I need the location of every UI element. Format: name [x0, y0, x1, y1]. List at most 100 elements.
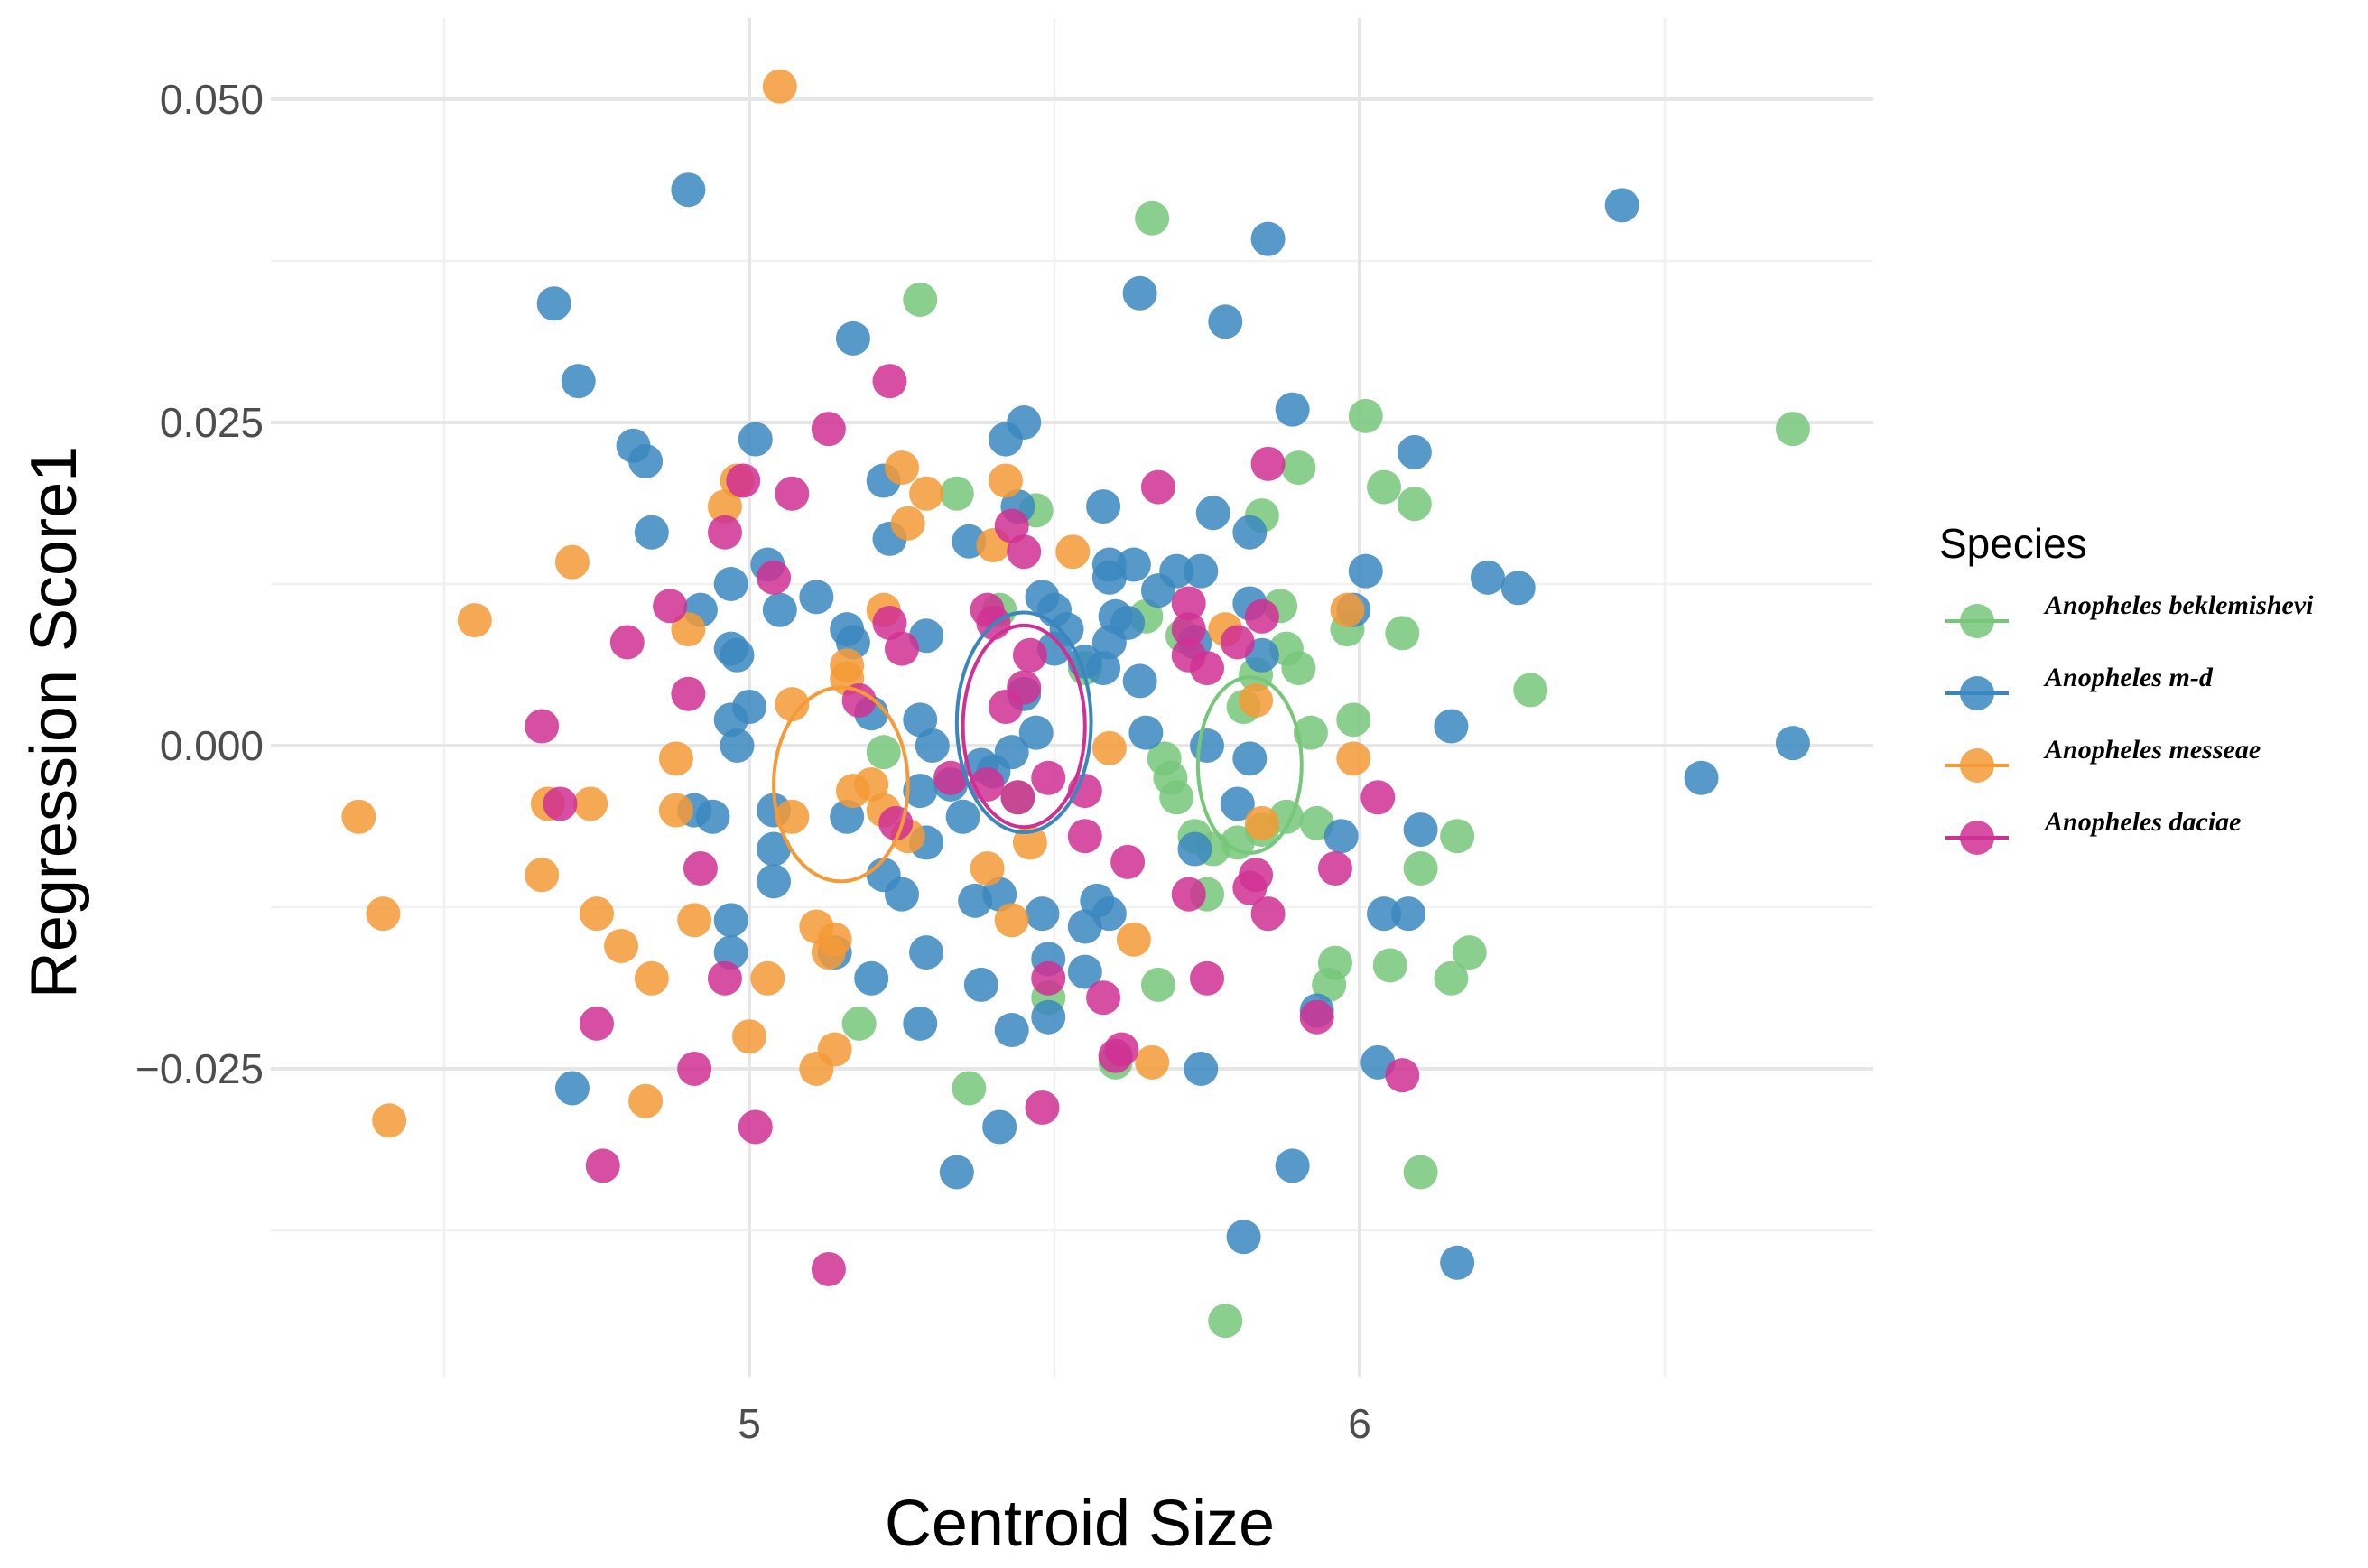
data-point [573, 786, 608, 821]
data-point [1007, 534, 1042, 570]
data-point [885, 877, 919, 912]
y-axis-title: Regression Score1 [18, 446, 90, 998]
data-point [1348, 553, 1383, 589]
data-point [1000, 780, 1035, 815]
data-point [933, 760, 969, 795]
data-point [732, 1019, 766, 1054]
data-point [1007, 405, 1042, 440]
data-point [713, 903, 748, 938]
data-point [1293, 715, 1328, 750]
legend-key-point [1960, 748, 1994, 783]
data-point [1367, 896, 1402, 932]
data-point [775, 476, 810, 511]
data-point [372, 1103, 407, 1138]
data-point [1128, 715, 1164, 750]
data-point [1159, 553, 1194, 589]
legend-item: Anopheles messeae [1945, 735, 2261, 783]
data-point [1232, 741, 1268, 776]
legend-label: Anopheles messeae [2043, 735, 2261, 765]
data-point [1067, 774, 1102, 809]
data-point [580, 896, 614, 932]
data-point [671, 612, 706, 647]
data-point [903, 774, 938, 809]
data-point [720, 728, 755, 763]
data-point [1195, 496, 1230, 531]
data-point [738, 422, 773, 457]
data-point [1604, 188, 1639, 223]
data-point [1299, 999, 1334, 1035]
data-point [1098, 598, 1133, 634]
confidence-ellipses [772, 610, 1304, 884]
data-point [1086, 489, 1121, 524]
data-point [811, 1251, 846, 1286]
data-point [1025, 1090, 1060, 1125]
data-point [841, 1006, 877, 1041]
data-point [1220, 625, 1255, 660]
data-point [1385, 1058, 1420, 1093]
data-point [609, 625, 645, 660]
data-point [1055, 534, 1091, 570]
data-point [1403, 812, 1438, 848]
data-point [1171, 586, 1206, 621]
data-point [762, 69, 797, 104]
legend-item: Anopheles daciae [1945, 807, 2242, 855]
data-point [750, 960, 785, 996]
data-point [1116, 547, 1151, 582]
data-point [903, 282, 938, 317]
data-point [1250, 221, 1286, 256]
data-point [1122, 275, 1157, 311]
data-point [543, 786, 578, 821]
data-point [757, 831, 792, 867]
data-point [1281, 450, 1316, 486]
data-point [1171, 612, 1206, 647]
data-point [939, 476, 974, 511]
data-point [738, 1109, 773, 1145]
data-point [1177, 831, 1212, 867]
data-point [366, 896, 401, 932]
data-point [726, 463, 761, 498]
data-point [1775, 412, 1810, 447]
data-point [1275, 1148, 1310, 1183]
x-tick-label: 5 [738, 1400, 761, 1447]
data-point [525, 858, 560, 893]
data-point [762, 592, 797, 627]
data-point [775, 687, 810, 722]
data-point [561, 364, 596, 399]
data-point [1190, 651, 1224, 686]
data-point [909, 476, 944, 511]
data-point [1360, 780, 1396, 815]
data-point [1239, 858, 1274, 893]
data-point [939, 1155, 974, 1190]
data-point [658, 741, 693, 776]
data-point [580, 1006, 614, 1041]
data-point [1091, 896, 1127, 932]
data-point [1122, 663, 1157, 699]
data-point [1159, 780, 1194, 815]
data-point [1250, 896, 1286, 932]
data-point [1208, 1304, 1243, 1339]
data-point [830, 799, 865, 834]
data-point [1775, 726, 1810, 761]
data-point [457, 603, 492, 638]
data-point [775, 799, 810, 834]
data-point [1440, 1245, 1475, 1280]
data-point [713, 567, 748, 601]
data-point [525, 709, 560, 744]
data-point [1067, 819, 1102, 854]
data-point [554, 1071, 590, 1106]
legend-item: Anopheles beklemishevi [1945, 590, 2314, 638]
data-point [536, 286, 571, 321]
data-point [720, 637, 755, 673]
data-point [1434, 709, 1469, 744]
data-point [671, 172, 706, 208]
data-point [1372, 948, 1407, 983]
data-point [1171, 877, 1206, 912]
data-point [1086, 980, 1121, 1016]
data-point [811, 412, 846, 447]
data-point [757, 864, 792, 899]
confidence-ellipse [954, 610, 1093, 834]
data-point [841, 682, 877, 718]
data-point [885, 631, 919, 666]
data-point [677, 903, 712, 938]
